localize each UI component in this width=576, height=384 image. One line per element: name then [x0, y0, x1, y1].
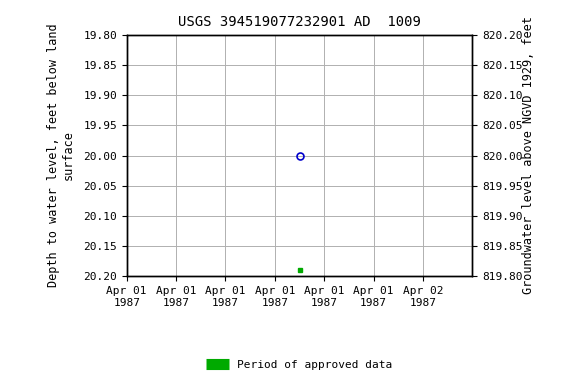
- Y-axis label: Groundwater level above NGVD 1929, feet: Groundwater level above NGVD 1929, feet: [522, 17, 535, 295]
- Legend: Period of approved data: Period of approved data: [202, 356, 397, 375]
- Title: USGS 394519077232901 AD  1009: USGS 394519077232901 AD 1009: [178, 15, 421, 29]
- Y-axis label: Depth to water level, feet below land
surface: Depth to water level, feet below land su…: [47, 24, 75, 287]
